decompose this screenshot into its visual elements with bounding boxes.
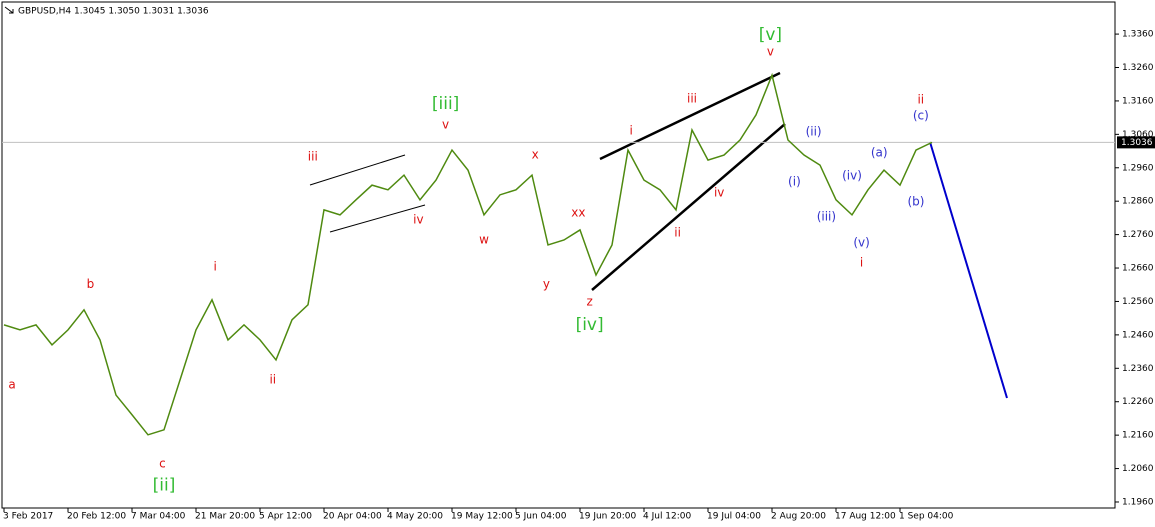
y-tick-label: 1.2760 xyxy=(1122,230,1154,240)
price-line-series xyxy=(3,72,933,436)
x-tick-label: 19 Jun 20:00 xyxy=(579,512,636,522)
y-tick-label: 1.2260 xyxy=(1122,397,1154,407)
forecast-line xyxy=(929,141,1008,399)
x-tick-label: 7 Mar 04:00 xyxy=(131,512,186,522)
wave-label: xx xyxy=(571,205,585,219)
wave-label: y xyxy=(543,277,550,291)
x-tick-label: 2 Aug 20:00 xyxy=(771,512,826,522)
y-tick-label: 1.2460 xyxy=(1122,330,1154,340)
wave-label: (iii) xyxy=(817,209,836,223)
x-tick-label: 5 Apr 12:00 xyxy=(259,512,312,522)
wave-label: iii xyxy=(308,150,318,164)
wave-label: z xyxy=(586,294,592,308)
x-tick-label: 17 Aug 12:00 xyxy=(835,512,896,522)
channel-line xyxy=(329,204,426,233)
y-tick-label: 1.2060 xyxy=(1122,464,1154,474)
y-tick-label: 1.2160 xyxy=(1122,431,1154,441)
plot-frame xyxy=(1,1,1116,509)
y-tick-label: 1.2860 xyxy=(1122,197,1154,207)
y-tick-label: 1.3360 xyxy=(1122,30,1154,40)
wave-label: ii xyxy=(917,92,924,106)
wave-label: [iii] xyxy=(432,94,459,114)
wave-label: i xyxy=(214,260,217,274)
wave-label: i xyxy=(860,256,863,270)
wave-label: b xyxy=(87,277,95,291)
wave-label: iv xyxy=(714,185,724,199)
x-tick-label: 5 Jun 04:00 xyxy=(515,512,567,522)
wave-label: i xyxy=(630,124,633,138)
wave-label: a xyxy=(8,378,15,392)
x-tick-label: 3 Feb 2017 xyxy=(3,512,53,522)
y-tick-label: 1.2660 xyxy=(1122,264,1154,274)
y-tick-label: 1.3060 xyxy=(1122,130,1154,140)
wave-label: c xyxy=(159,456,166,470)
x-tick-label: 4 Jul 12:00 xyxy=(643,512,692,522)
y-tick-label: 1.3260 xyxy=(1122,63,1154,73)
wave-label: v xyxy=(442,117,449,131)
x-tick-label: 20 Feb 12:00 xyxy=(67,512,126,522)
y-tick-label: 1.2960 xyxy=(1122,163,1154,173)
wave-label: v xyxy=(767,45,774,59)
wave-label: (b) xyxy=(908,194,925,208)
x-tick-label: 19 Jul 04:00 xyxy=(707,512,761,522)
wave-label: (ii) xyxy=(806,125,822,139)
wave-label: [ii] xyxy=(153,476,176,496)
price-label-box xyxy=(1117,136,1155,149)
wedge-line xyxy=(591,123,786,291)
chart-title: GBPUSD,H4 1.3045 1.3050 1.3031 1.3036 xyxy=(18,7,209,17)
wedge-line xyxy=(599,71,781,161)
x-tick-label: 1 Sep 04:00 xyxy=(899,512,954,522)
wave-label: iv xyxy=(413,212,423,226)
wave-label: x xyxy=(532,148,539,162)
x-tick-label: 4 May 20:00 xyxy=(387,512,443,522)
wave-label: w xyxy=(479,232,489,246)
channel-line xyxy=(309,154,406,186)
wave-label: iii xyxy=(687,91,697,105)
x-tick-label: 20 Apr 04:00 xyxy=(323,512,382,522)
wave-label: (a) xyxy=(871,146,888,160)
y-tick-label: 1.2560 xyxy=(1122,297,1154,307)
wave-label: (c) xyxy=(913,108,929,122)
wave-label: (v) xyxy=(853,235,869,249)
y-tick-label: 1.1960 xyxy=(1122,497,1154,507)
wave-label: (iv) xyxy=(842,169,862,183)
price-label: 1.3036 xyxy=(1121,138,1153,148)
x-tick-label: 21 Mar 20:00 xyxy=(195,512,255,522)
wave-label: [iv] xyxy=(576,315,604,335)
wave-label: ii xyxy=(674,225,681,239)
x-tick-label: 19 May 12:00 xyxy=(451,512,513,522)
wave-label: [v] xyxy=(759,25,782,45)
y-tick-label: 1.2360 xyxy=(1122,364,1154,374)
wave-label: ii xyxy=(269,372,276,386)
chart-icon xyxy=(4,6,14,14)
y-tick-label: 1.3160 xyxy=(1122,96,1154,106)
wave-label: (i) xyxy=(788,175,801,189)
